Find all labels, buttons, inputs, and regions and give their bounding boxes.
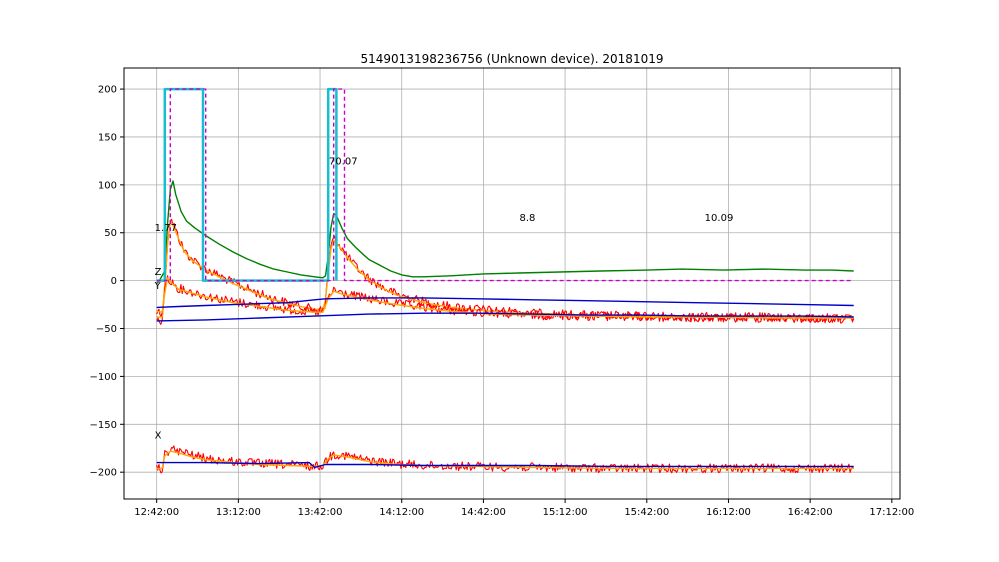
y-tick-label: −150: [90, 420, 117, 431]
y-tick-label: 0: [111, 276, 117, 287]
chart-title: 5149013198236756 (Unknown device). 20181…: [361, 52, 664, 66]
plot-frame: [123, 67, 901, 500]
y-tick-label: −50: [96, 324, 117, 335]
x-tick-label: 16:42:00: [788, 507, 833, 518]
series-line-7: [156, 445, 855, 474]
annotation-label: Y: [154, 281, 162, 292]
series-line-5: [156, 297, 854, 309]
y-tick-label: 150: [98, 132, 117, 143]
x-tick-label: 17:12:00: [869, 507, 914, 518]
series-line-8: [156, 450, 854, 470]
y-tick-label: 200: [98, 85, 117, 96]
annotation-label: 70.07: [329, 157, 358, 168]
series-line-9: [156, 461, 854, 469]
x-tick-label: 13:12:00: [216, 507, 261, 518]
x-tick-label: 13:42:00: [298, 507, 343, 518]
annotation-label: 1.77: [155, 223, 177, 234]
axis-ticks: 12:42:00 13:12:00 13:42:00 14:12:00 14:42:00…: [90, 85, 915, 518]
y-tick-label: 50: [104, 228, 117, 239]
x-tick-label: 14:12:00: [379, 507, 424, 518]
x-tick-label: 12:42:00: [134, 507, 179, 518]
annotation-label: 8.8: [520, 213, 536, 224]
y-tick-label: −200: [90, 468, 117, 479]
annotation-label: X: [155, 431, 162, 442]
annotation-label: Z: [155, 267, 162, 278]
y-tick-label: −100: [90, 372, 117, 383]
y-tick-label: 100: [98, 180, 117, 191]
series-line-0: [156, 180, 854, 284]
x-tick-label: 14:42:00: [461, 507, 506, 518]
x-tick-label: 16:12:00: [706, 507, 751, 518]
x-tick-label: 15:42:00: [624, 507, 669, 518]
x-tick-label: 15:12:00: [543, 507, 588, 518]
grid: [124, 68, 900, 499]
annotation-label: 10.09: [705, 213, 734, 224]
annotations: 1.77 70.07 8.8 10.09 ZY X: [154, 157, 734, 442]
series-line-6: [156, 312, 854, 322]
series-group: [156, 87, 855, 474]
